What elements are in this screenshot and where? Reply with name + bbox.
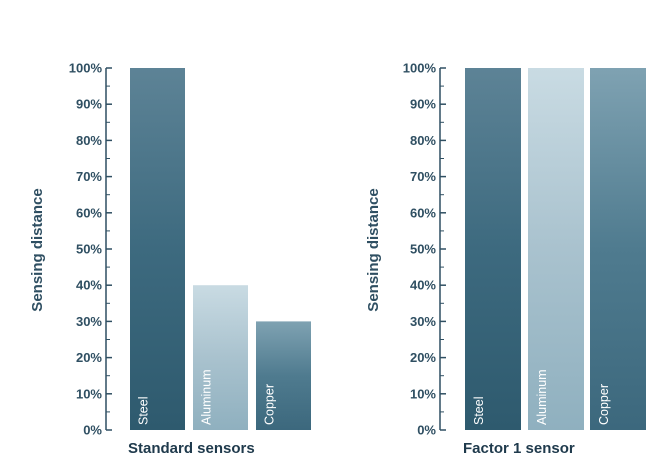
bar-category-label: Aluminum: [200, 369, 214, 425]
bar-category-label: Aluminum: [535, 369, 549, 425]
y-tick-label: 50%: [76, 242, 102, 257]
y-tick-label: 100%: [69, 61, 103, 76]
y-tick-label: 20%: [410, 350, 436, 365]
y-tick-label: 0%: [417, 423, 436, 438]
x-axis-title: Standard sensors: [128, 440, 255, 457]
bar-category-label: Steel: [137, 397, 151, 426]
y-tick-label: 90%: [76, 97, 102, 112]
chart-standard-sensors: 0% 10% 20% 30% 40% 50% 60% 70% 80% 90% 100% Steel Al…: [29, 61, 311, 457]
chart-factor1-sensor: 0% 10% 20% 30% 40% 50% 60% 70% 80% 90% 100% Steel Al…: [365, 61, 646, 457]
y-tick-label: 40%: [76, 278, 102, 293]
y-tick-label: 80%: [76, 133, 102, 148]
y-tick-label: 30%: [410, 314, 436, 329]
y-tick-label: 50%: [410, 242, 436, 257]
y-tick-label: 70%: [76, 169, 102, 184]
y-tick-label: 60%: [76, 205, 102, 220]
y-tick-label: 60%: [410, 205, 436, 220]
bar-steel: [465, 68, 521, 430]
y-tick-label: 100%: [403, 61, 437, 76]
bar-steel: [130, 68, 185, 430]
bar-copper: [256, 321, 311, 430]
y-axis-title: Sensing distance: [365, 188, 382, 311]
y-tick-label: 10%: [76, 386, 102, 401]
y-tick-label: 90%: [410, 97, 436, 112]
y-tick-label: 20%: [76, 350, 102, 365]
y-tick-label: 30%: [76, 314, 102, 329]
bar-category-label: Steel: [472, 397, 486, 426]
bar-aluminum: [193, 285, 248, 430]
y-tick-label: 70%: [410, 169, 436, 184]
bar-aluminum: [528, 68, 584, 430]
y-axis-title: Sensing distance: [29, 188, 46, 311]
y-tick-label: 80%: [410, 133, 436, 148]
bar-category-label: Copper: [597, 384, 611, 425]
bar-category-label: Copper: [263, 384, 277, 425]
x-axis-title: Factor 1 sensor: [463, 440, 575, 457]
y-tick-label: 40%: [410, 278, 436, 293]
y-tick-label: 0%: [83, 423, 102, 438]
y-tick-label: 10%: [410, 386, 436, 401]
bar-copper: [590, 68, 646, 430]
